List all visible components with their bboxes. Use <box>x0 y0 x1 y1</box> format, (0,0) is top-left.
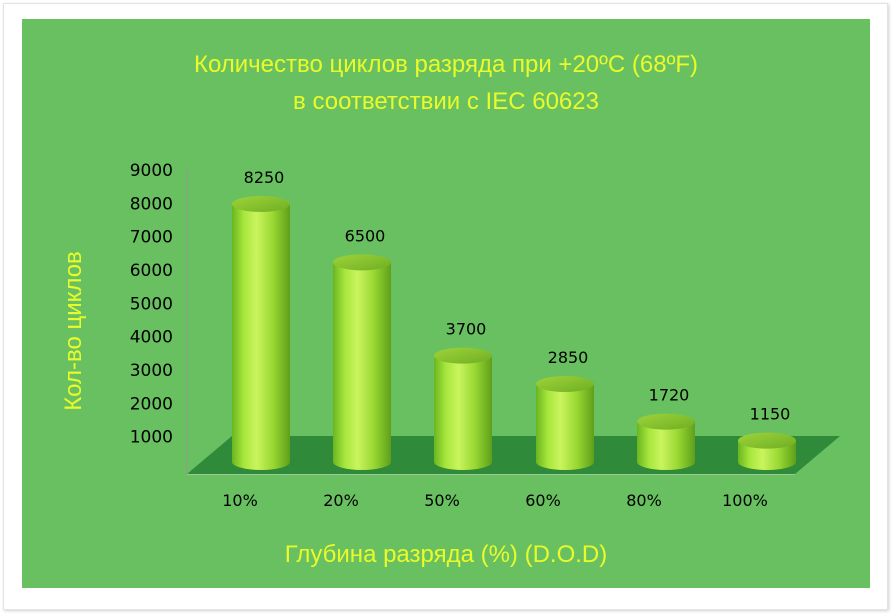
bar-body <box>637 421 695 470</box>
data-label: 1150 <box>750 405 791 424</box>
y-tick-label: 4000 <box>130 328 173 348</box>
y-tick-label: 5000 <box>130 294 173 314</box>
data-label: 3700 <box>446 320 487 339</box>
bar <box>434 347 492 470</box>
x-tick-label: 20% <box>323 491 359 510</box>
y-tick-label: 3000 <box>130 361 173 381</box>
x-tick-label: 80% <box>626 491 662 510</box>
bar-body <box>738 440 796 470</box>
x-tick-label: 50% <box>424 491 460 510</box>
data-label: 2850 <box>548 348 589 367</box>
y-tick-label: 2000 <box>130 394 173 414</box>
bar <box>333 254 391 470</box>
y-tick-label: 8000 <box>130 194 173 214</box>
bar <box>738 432 796 470</box>
data-label: 6500 <box>345 226 386 245</box>
x-tick-label: 60% <box>525 491 561 510</box>
chart-title-line1: Количество циклов разряда при +20ºC (68º… <box>193 51 699 78</box>
bar-body <box>434 355 492 470</box>
x-tick-label: 10% <box>222 491 258 510</box>
bar <box>232 196 290 470</box>
bar-body <box>232 204 290 470</box>
bar-body <box>536 384 594 470</box>
y-tick-label: 1000 <box>130 428 173 448</box>
bar-top <box>434 347 492 364</box>
chart-panel: Количество циклов разряда при +20ºC (68º… <box>22 19 870 588</box>
chart-title-line2: в соответствии с IEC 60623 <box>293 88 599 115</box>
x-tick-label: 100% <box>722 491 768 510</box>
bar-top <box>637 413 695 430</box>
bar-top <box>232 196 290 212</box>
data-label: 1720 <box>649 386 690 405</box>
y-tick-label: 6000 <box>130 261 173 281</box>
data-label: 8250 <box>244 168 285 187</box>
y-tick-label: 9000 <box>130 161 173 181</box>
bar <box>637 413 695 470</box>
bar-body <box>333 262 391 470</box>
y-tick-label: 7000 <box>130 228 173 248</box>
bar <box>536 376 594 470</box>
x-axis-label: Глубина разряда (%) (D.O.D) <box>284 541 608 568</box>
bar-top <box>738 432 796 449</box>
bar-top <box>536 376 594 392</box>
bar-top <box>333 254 391 271</box>
